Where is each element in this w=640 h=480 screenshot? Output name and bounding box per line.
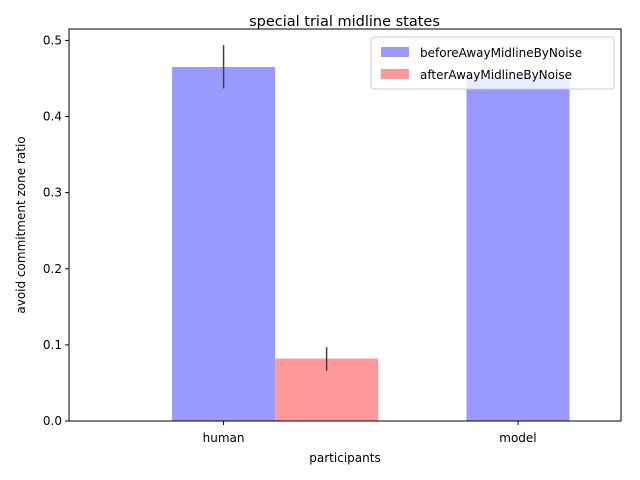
bar-human-before [172, 67, 276, 421]
y-tick-label: 0.2 [43, 262, 62, 276]
y-tick-label: 0.1 [43, 338, 62, 352]
x-axis: human model [203, 421, 537, 445]
y-axis-label: avoid commitment zone ratio [14, 136, 28, 313]
x-tick-label-human: human [203, 431, 245, 445]
legend-label-after: afterAwayMidlineByNoise [420, 68, 572, 82]
legend-frame [370, 36, 615, 90]
y-tick-label: 0.3 [43, 186, 62, 200]
plot-frame [68, 28, 622, 422]
y-tick-label: 0.4 [43, 110, 62, 124]
x-tick-label-model: model [499, 431, 536, 445]
error-bars-group [222, 44, 328, 371]
y-axis: 0.0 0.1 0.2 0.3 0.4 0.5 [43, 33, 69, 428]
legend-label-before: beforeAwayMidlineByNoise [420, 46, 582, 60]
legend-swatch-after [381, 69, 409, 79]
x-axis-label: participants [309, 451, 380, 465]
legend-swatch-before [381, 47, 409, 57]
y-tick-label: 0.5 [43, 33, 62, 47]
bars-group [172, 67, 570, 421]
y-tick-label: 0.0 [43, 414, 62, 428]
bar-model-before [466, 76, 570, 421]
legend: beforeAwayMidlineByNoise afterAwayMidlin… [370, 36, 615, 90]
chart-title: special trial midline states [249, 14, 440, 30]
